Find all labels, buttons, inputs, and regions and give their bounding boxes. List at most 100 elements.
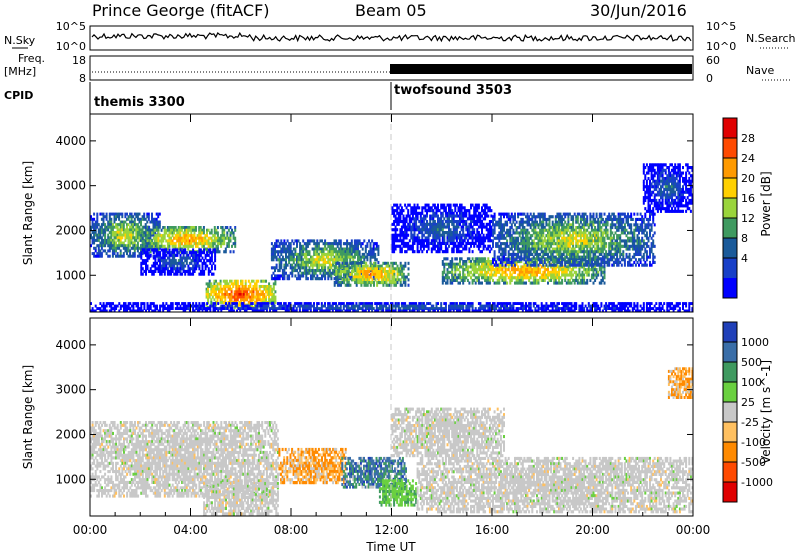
heatmap-cell bbox=[397, 206, 400, 210]
heatmap-cell bbox=[306, 269, 309, 273]
heatmap-cell bbox=[280, 266, 283, 270]
heatmap-cell bbox=[108, 223, 111, 227]
heatmap-cell bbox=[234, 236, 237, 240]
heatmap-cell bbox=[351, 278, 353, 282]
heatmap-cell bbox=[455, 222, 458, 226]
heatmap-cell bbox=[455, 233, 458, 237]
heatmap-cell bbox=[187, 231, 190, 235]
heatmap-cell bbox=[393, 278, 396, 282]
heatmap-cell bbox=[452, 220, 455, 224]
heatmap-cell bbox=[146, 215, 149, 219]
heatmap-cell bbox=[199, 228, 202, 232]
heatmap-cell bbox=[352, 244, 355, 248]
heatmap-cell bbox=[278, 255, 281, 259]
heatmap-cell bbox=[289, 244, 292, 248]
heatmap-cell bbox=[177, 226, 180, 230]
heatmap-cell bbox=[188, 244, 191, 248]
heatmap-cell bbox=[159, 261, 162, 265]
heatmap-cell bbox=[448, 236, 450, 240]
heatmap-cell bbox=[325, 252, 328, 256]
heatmap-cell bbox=[415, 220, 418, 224]
heatmap-cell bbox=[371, 278, 374, 282]
heatmap-cell bbox=[354, 275, 357, 279]
heatmap-cell bbox=[372, 252, 375, 256]
heatmap-cell bbox=[281, 255, 284, 259]
heatmap-cell bbox=[322, 260, 325, 264]
heatmap-cell bbox=[111, 241, 114, 245]
heatmap-cell bbox=[297, 255, 300, 259]
heatmap-cell bbox=[517, 244, 520, 248]
heatmap-cell bbox=[152, 269, 155, 273]
heatmap-cell bbox=[407, 225, 410, 229]
heatmap-cell bbox=[517, 252, 520, 256]
heatmap-cell bbox=[462, 233, 465, 237]
heatmap-cell bbox=[224, 287, 227, 291]
heatmap-cell bbox=[149, 253, 152, 257]
heatmap-cell bbox=[410, 228, 413, 232]
heatmap-cell bbox=[187, 228, 190, 232]
heatmap-cell bbox=[422, 241, 425, 245]
heatmap-cell bbox=[426, 239, 428, 243]
heatmap-cell bbox=[330, 274, 333, 278]
heatmap-cell bbox=[493, 217, 496, 221]
heatmap-cell bbox=[300, 252, 303, 256]
heatmap-cell bbox=[424, 203, 427, 207]
heatmap-cell bbox=[207, 244, 210, 248]
heatmap-cell bbox=[224, 290, 227, 294]
heatmap-cell bbox=[446, 217, 449, 221]
heatmap-cell bbox=[369, 264, 372, 268]
heatmap-cell bbox=[281, 247, 284, 251]
heatmap-cell bbox=[210, 239, 213, 243]
heatmap-cell bbox=[155, 234, 158, 238]
heatmap-cell bbox=[160, 259, 163, 263]
heatmap-cell bbox=[523, 226, 526, 230]
heatmap-cell bbox=[160, 267, 163, 271]
heatmap-cell bbox=[168, 264, 171, 268]
heatmap-cell bbox=[455, 214, 458, 218]
heatmap-cell bbox=[444, 247, 447, 251]
heatmap-cell bbox=[597, 270, 600, 274]
heatmap-cell bbox=[184, 259, 187, 263]
heatmap-cell bbox=[391, 233, 394, 237]
heatmap-cell bbox=[113, 252, 116, 256]
heatmap-cell bbox=[216, 242, 219, 246]
heatmap-cell bbox=[163, 272, 166, 276]
heatmap-cell bbox=[460, 236, 463, 240]
heatmap-cell bbox=[143, 238, 146, 242]
heatmap-cell bbox=[226, 242, 229, 246]
heatmap-cell bbox=[188, 228, 191, 232]
heatmap-cell bbox=[468, 257, 471, 261]
heatmap-cell bbox=[452, 233, 455, 237]
heatmap-cell bbox=[465, 247, 468, 251]
heatmap-cell bbox=[433, 244, 436, 248]
heatmap-cell bbox=[195, 244, 197, 248]
heatmap-cell bbox=[335, 261, 338, 265]
heatmap-cell bbox=[232, 236, 235, 240]
heatmap-cell bbox=[349, 266, 352, 270]
freq-label: Freq. bbox=[18, 52, 45, 65]
heatmap-cell bbox=[100, 252, 103, 256]
heatmap-cell bbox=[443, 241, 446, 245]
heatmap-cell bbox=[400, 239, 403, 243]
heatmap-cell bbox=[204, 267, 207, 271]
heatmap-cell bbox=[371, 250, 374, 254]
heatmap-cell bbox=[457, 214, 460, 218]
heatmap-cell bbox=[286, 263, 289, 267]
heatmap-cell bbox=[371, 247, 374, 251]
heatmap-cell bbox=[265, 295, 267, 299]
heatmap-cell bbox=[146, 248, 149, 252]
heatmap-cell bbox=[492, 260, 494, 264]
heatmap-cell bbox=[111, 231, 114, 234]
heatmap-cell bbox=[140, 228, 142, 232]
heatmap-cell bbox=[451, 268, 454, 272]
heatmap-cell bbox=[193, 231, 196, 235]
heatmap-cell bbox=[413, 217, 416, 221]
heatmap-cell bbox=[603, 268, 606, 272]
heatmap-cell bbox=[158, 212, 161, 216]
heatmap-cell bbox=[435, 222, 438, 226]
heatmap-cell bbox=[391, 267, 394, 271]
heatmap-cell bbox=[107, 233, 110, 237]
heatmap-cell bbox=[274, 250, 276, 254]
heatmap-cell bbox=[400, 225, 403, 229]
heatmap-cell bbox=[346, 252, 349, 256]
